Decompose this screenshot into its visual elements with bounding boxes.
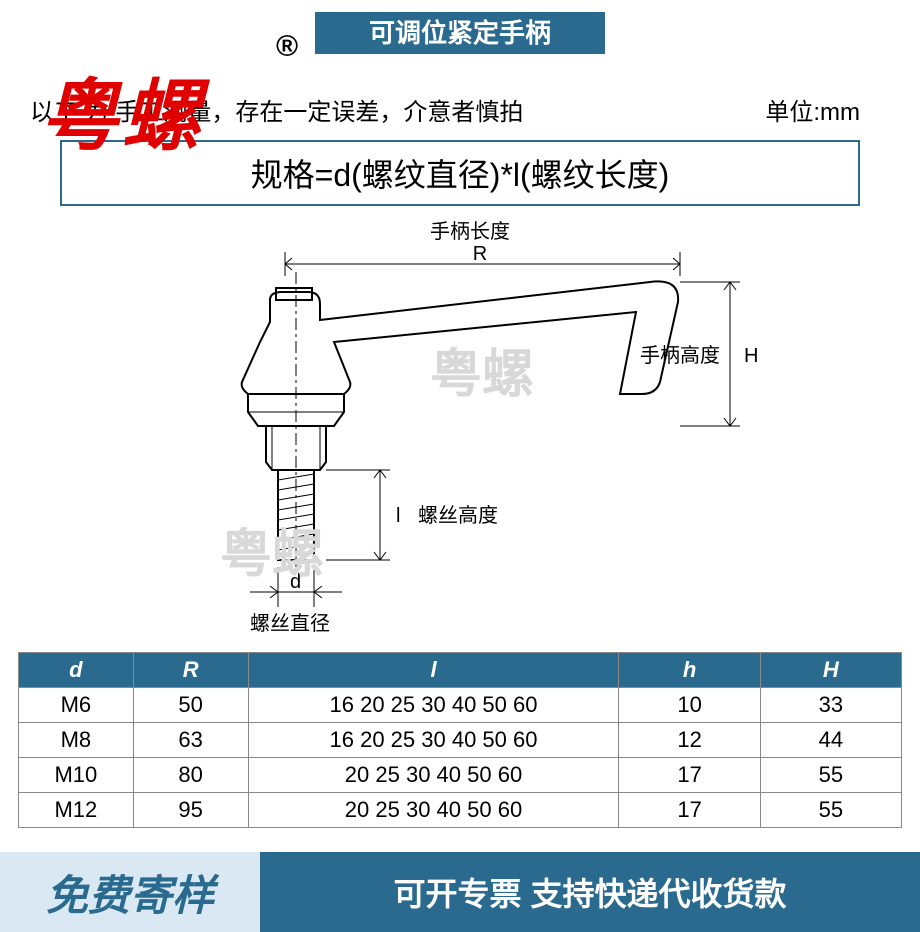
th-R: R [133, 653, 248, 688]
table-row: M10 80 20 25 30 40 50 60 17 55 [19, 758, 902, 793]
spec-table-wrap: d R l h H M6 50 16 20 25 30 40 50 60 10 … [18, 652, 902, 828]
registered-mark: ® [276, 30, 298, 64]
footer: 免费寄样 可开专票 支持快递代收货款 [0, 852, 920, 932]
watermark-gray-2: 粤螺 [220, 512, 324, 587]
label-screw-height: 螺丝高度 [418, 504, 498, 527]
spec-table: d R l h H M6 50 16 20 25 30 40 50 60 10 … [18, 652, 902, 828]
label-H: H [744, 345, 758, 367]
title-bar: 可调位紧定手柄 [315, 12, 605, 54]
label-screw-diameter: 螺丝直径 [250, 612, 330, 635]
watermark-red: 粤螺 [40, 54, 204, 166]
footer-free-sample: 免费寄样 [0, 852, 260, 932]
footer-services: 可开专票 支持快递代收货款 [260, 852, 920, 932]
label-handle-length: 手柄长度 [430, 220, 510, 243]
watermark-gray-1: 粤螺 [430, 332, 534, 407]
label-R: R [473, 243, 487, 265]
table-row: M6 50 16 20 25 30 40 50 60 10 33 [19, 688, 902, 723]
unit-label: 单位:mm [765, 92, 860, 127]
th-l: l [248, 653, 619, 688]
th-d: d [19, 653, 134, 688]
technical-diagram: 手柄长度 R [120, 212, 800, 642]
th-h: h [619, 653, 760, 688]
label-l: l [396, 505, 400, 527]
table-row: M8 63 16 20 25 30 40 50 60 12 44 [19, 723, 902, 758]
table-header-row: d R l h H [19, 653, 902, 688]
th-H: H [760, 653, 901, 688]
label-handle-height: 手柄高度 [640, 344, 720, 367]
table-row: M12 95 20 25 30 40 50 60 17 55 [19, 793, 902, 828]
